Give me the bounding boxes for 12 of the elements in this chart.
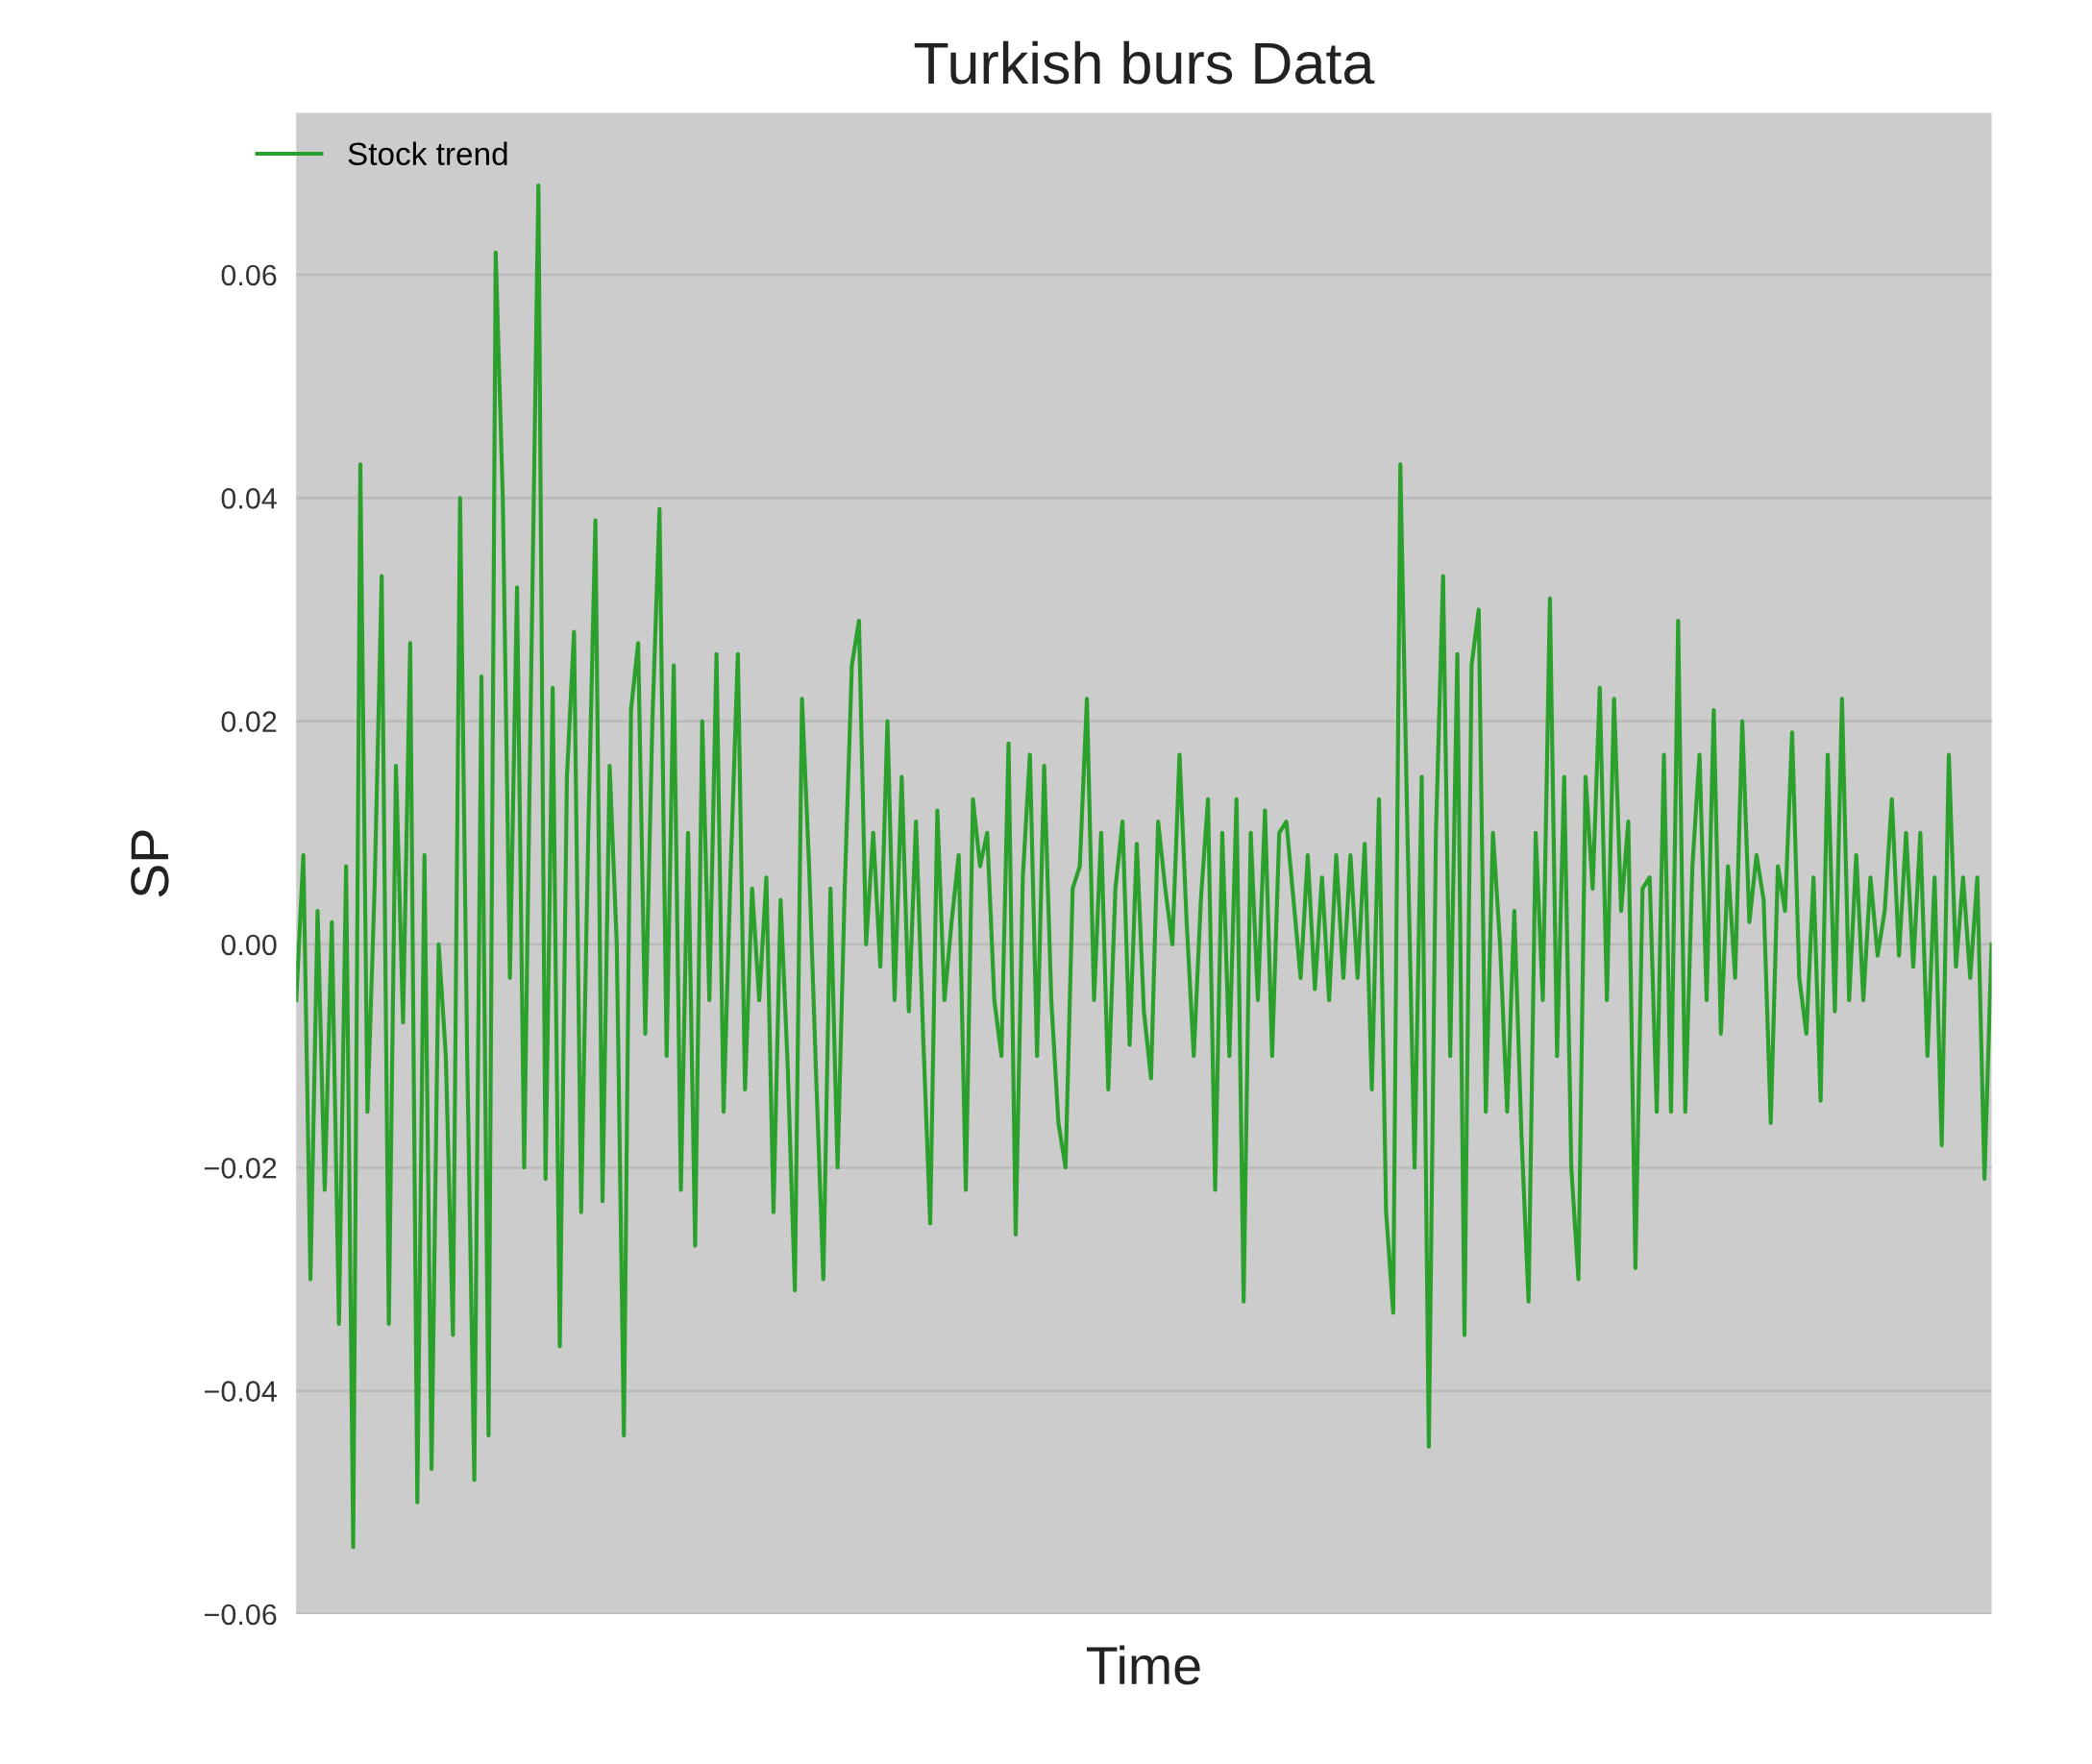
- y-tick-label: −0.06: [205, 1604, 277, 1626]
- y-tick-label: 0.04: [221, 488, 277, 509]
- legend-label: Stock trend: [348, 141, 507, 165]
- chart-title: Turkish burs Data: [914, 40, 1375, 85]
- line-series: [296, 183, 1992, 1550]
- y-tick-label: −0.02: [205, 1158, 277, 1179]
- y-tick-label: 0.06: [221, 264, 277, 286]
- y-axis-title: SP: [131, 830, 169, 897]
- x-axis-title: Time: [1086, 1645, 1200, 1685]
- y-tick-label: 0.00: [221, 934, 277, 956]
- y-tick-label: 0.02: [221, 711, 277, 732]
- y-tick-label: −0.04: [205, 1381, 277, 1402]
